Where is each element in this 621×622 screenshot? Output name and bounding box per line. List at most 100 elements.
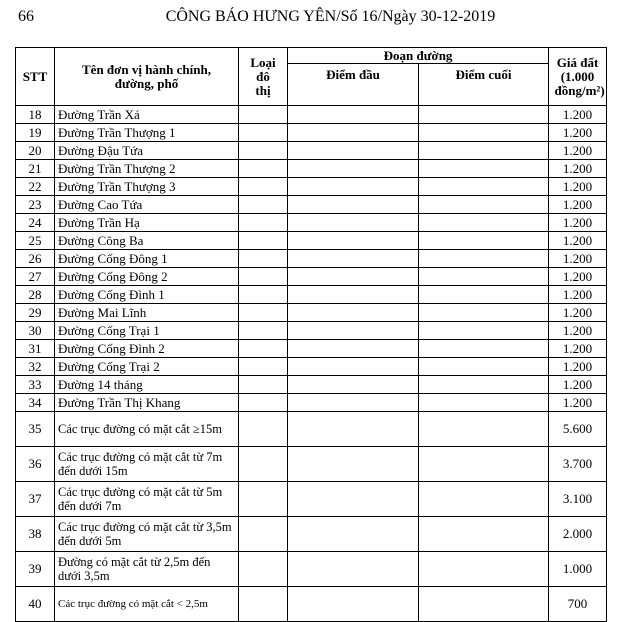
end-cell xyxy=(417,141,550,160)
price-cell: 2.000 xyxy=(548,516,608,552)
price-cell: 1.200 xyxy=(548,267,608,286)
end-cell xyxy=(417,321,550,340)
header-end: Điểm cuối xyxy=(417,63,550,106)
price-table: STT Tên đơn vị hành chính, đường, phố Lo… xyxy=(15,47,608,622)
table-row: 24 Đường Trần Hạ 1.200 xyxy=(15,213,608,232)
table-row: 34 Đường Trần Thị Khang 1.200 xyxy=(15,393,608,412)
stt-cell: 28 xyxy=(15,285,55,304)
urban-type-cell xyxy=(238,303,288,322)
end-cell xyxy=(417,123,550,142)
document-title: CÔNG BÁO HƯNG YÊN/Số 16/Ngày 30-12-2019 xyxy=(165,8,496,25)
price-cell: 1.200 xyxy=(548,105,608,124)
name-cell: Các trục đường có mặt cắt từ 3,5m đến dư… xyxy=(54,516,239,552)
urban-type-cell xyxy=(238,321,288,340)
price-cell: 1.200 xyxy=(548,213,608,232)
name-cell: Đường Đậu Tứa xyxy=(54,141,239,160)
table-row: 30 Đường Cống Trại 1 1.200 xyxy=(15,321,608,340)
urban-type-cell xyxy=(238,551,288,587)
end-cell xyxy=(417,357,550,376)
price-cell: 1.000 xyxy=(548,551,608,587)
urban-type-cell xyxy=(238,357,288,376)
end-cell xyxy=(417,516,550,552)
table-row: 37 Các trục đường có mặt cắt từ 5m đến dư… xyxy=(15,481,608,517)
table-row: 35 Các trục đường có mặt cắt ≥15m 5.600 xyxy=(15,411,608,447)
name-cell: Đường Trần Thượng 2 xyxy=(54,159,239,178)
urban-type-cell xyxy=(238,195,288,214)
name-cell: Đường Trần Thị Khang xyxy=(54,393,239,412)
stt-cell: 39 xyxy=(15,551,55,587)
name-cell: Đường Cao Tứa xyxy=(54,195,239,214)
stt-cell: 36 xyxy=(15,446,55,482)
urban-type-cell xyxy=(238,141,288,160)
table-row: 36 Các trục đường có mặt cắt từ 7m đến dư… xyxy=(15,446,608,482)
end-cell xyxy=(417,177,550,196)
price-cell: 1.200 xyxy=(548,249,608,268)
urban-type-cell xyxy=(238,481,288,517)
price-cell: 5.600 xyxy=(548,411,608,447)
table-row: 26 Đường Cống Đông 1 1.200 xyxy=(15,249,608,268)
name-cell: Đường Trần Xá xyxy=(54,105,239,124)
stt-cell: 22 xyxy=(15,177,55,196)
price-cell: 1.200 xyxy=(548,141,608,160)
end-cell xyxy=(417,303,550,322)
stt-cell: 33 xyxy=(15,375,55,394)
price-cell: 3.100 xyxy=(548,481,608,517)
table-row: 39 Đường có mặt cắt từ 2,5m đến dưới 3,5m… xyxy=(15,551,608,587)
start-cell xyxy=(287,481,419,517)
start-cell xyxy=(287,321,419,340)
start-cell xyxy=(287,177,419,196)
page-number: 66 xyxy=(18,8,34,25)
name-cell: Các trục đường có mặt cắt ≥15m xyxy=(54,411,239,447)
urban-type-cell xyxy=(238,159,288,178)
end-cell xyxy=(417,481,550,517)
table-row: 33 Đường 14 tháng 1.200 xyxy=(15,375,608,394)
start-cell xyxy=(287,195,419,214)
start-cell xyxy=(287,516,419,552)
stt-cell: 40 xyxy=(15,586,55,622)
table-row: 20 Đường Đậu Tứa 1.200 xyxy=(15,141,608,160)
start-cell xyxy=(287,375,419,394)
name-cell: Các trục đường có mặt cắt từ 7m đến dưới… xyxy=(54,446,239,482)
price-cell: 1.200 xyxy=(548,123,608,142)
end-cell xyxy=(417,375,550,394)
end-cell xyxy=(417,213,550,232)
urban-type-cell xyxy=(238,123,288,142)
stt-cell: 18 xyxy=(15,105,55,124)
urban-type-cell xyxy=(238,516,288,552)
stt-cell: 32 xyxy=(15,357,55,376)
price-cell: 1.200 xyxy=(548,321,608,340)
start-cell xyxy=(287,339,419,358)
stt-cell: 25 xyxy=(15,231,55,250)
end-cell xyxy=(417,411,550,447)
table-row: 19 Đường Trần Thượng 1 1.200 xyxy=(15,123,608,142)
start-cell xyxy=(287,231,419,250)
name-cell: Đường Cống Đông 1 xyxy=(54,249,239,268)
end-cell xyxy=(417,249,550,268)
urban-type-cell xyxy=(238,375,288,394)
header-stt: STT xyxy=(15,47,55,106)
table-row: 29 Đường Mai Lĩnh 1.200 xyxy=(15,303,608,322)
start-cell xyxy=(287,446,419,482)
name-cell: Đường Cống Trại 1 xyxy=(54,321,239,340)
table-row: 32 Đường Cống Trại 2 1.200 xyxy=(15,357,608,376)
header-name-text: Tên đơn vị hành chính, đường, phố xyxy=(82,61,211,91)
start-cell xyxy=(287,123,419,142)
name-cell: Đường Cống Đình 2 xyxy=(54,339,239,358)
end-cell xyxy=(417,285,550,304)
end-cell xyxy=(417,267,550,286)
end-cell xyxy=(417,159,550,178)
stt-cell: 23 xyxy=(15,195,55,214)
urban-type-cell xyxy=(238,393,288,412)
urban-type-cell xyxy=(238,231,288,250)
header-price-text: Giá đất (1.000 đồng/m²) xyxy=(554,54,605,98)
urban-type-cell xyxy=(238,177,288,196)
stt-cell: 37 xyxy=(15,481,55,517)
urban-type-cell xyxy=(238,446,288,482)
name-cell: Đường 14 tháng xyxy=(54,375,239,394)
stt-cell: 29 xyxy=(15,303,55,322)
stt-cell: 38 xyxy=(15,516,55,552)
start-cell xyxy=(287,303,419,322)
urban-type-cell xyxy=(238,586,288,622)
name-cell: Đường Trần Hạ xyxy=(54,213,239,232)
header-name: Tên đơn vị hành chính, đường, phố xyxy=(54,47,239,106)
